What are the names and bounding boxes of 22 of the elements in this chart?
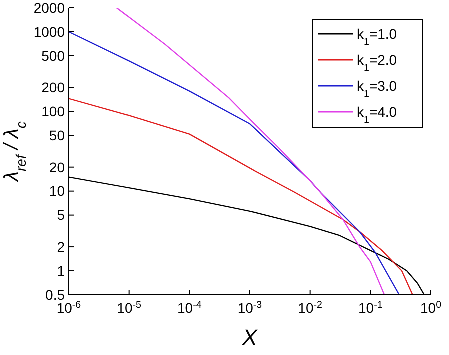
x-tick-label: 10$^{-5}$ — [117, 300, 142, 316]
x-axis-title: X — [242, 325, 259, 350]
legend-label: k$_{1}$=1.0 — [357, 26, 398, 48]
y-tick-label: 2000 — [34, 0, 66, 16]
y-tick-label: 500 — [42, 48, 66, 64]
x-tick-label: 10$^{-4}$ — [178, 300, 202, 316]
y-tick-label: 20 — [49, 159, 66, 176]
x-tick-label: 10$^{0}$ — [420, 300, 442, 316]
legend-label: k$_{1}$=2.0 — [357, 52, 398, 74]
x-tick-label: 10$^{-1}$ — [358, 300, 383, 316]
y-tick-label: 5 — [57, 207, 66, 224]
y-tick-label: 2 — [57, 238, 66, 255]
y-tick-label: 100 — [42, 104, 66, 120]
y-tick-label: 1 — [57, 262, 66, 279]
y-tick-label: 1000 — [34, 24, 66, 40]
y-tick-label: 50 — [49, 128, 66, 144]
y-tick-label: 200 — [42, 80, 66, 96]
x-tick-label: 10$^{-2}$ — [298, 300, 322, 316]
y-tick-label: 10 — [49, 183, 66, 200]
legend-label: k$_{1}$=3.0 — [357, 78, 398, 100]
x-tick-label: 10$^{-3}$ — [238, 300, 263, 316]
legend-label: k$_{1}$=4.0 — [357, 104, 398, 126]
